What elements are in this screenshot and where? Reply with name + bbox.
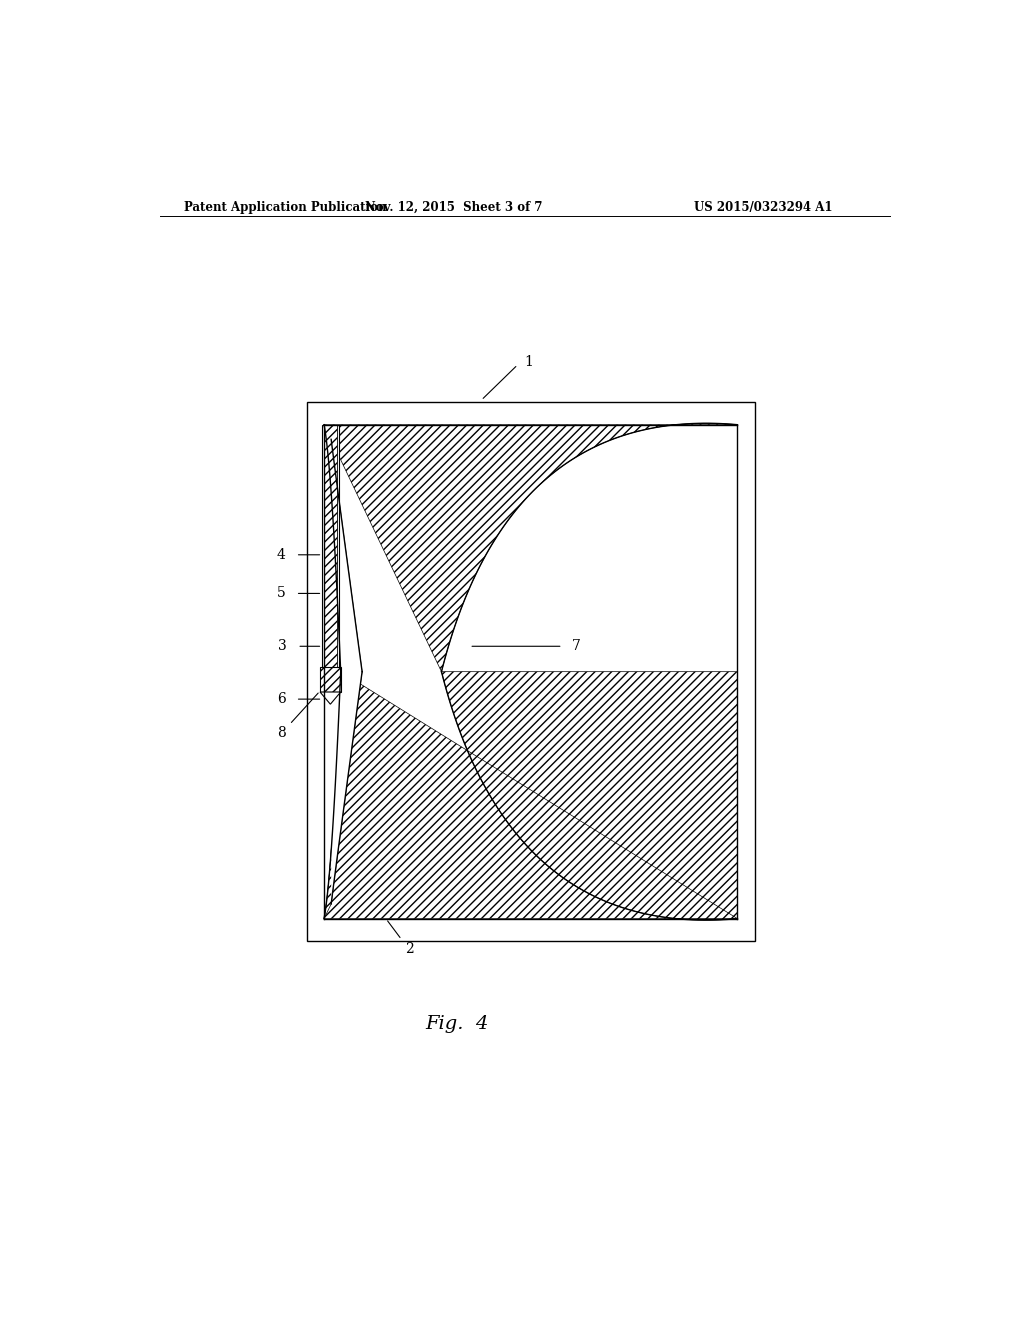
Bar [306, 403, 755, 941]
Bar [324, 425, 337, 667]
Polygon shape [324, 672, 737, 920]
Polygon shape [331, 440, 362, 904]
Text: 7: 7 [572, 639, 581, 653]
Polygon shape [324, 425, 362, 672]
Polygon shape [324, 424, 737, 672]
Text: 4: 4 [276, 548, 286, 562]
Bar [322, 425, 339, 667]
Text: US 2015/0323294 A1: US 2015/0323294 A1 [693, 201, 833, 214]
Text: Patent Application Publication: Patent Application Publication [183, 201, 386, 214]
Text: 8: 8 [276, 726, 286, 739]
Text: 3: 3 [279, 639, 287, 653]
Bar [321, 667, 341, 692]
Polygon shape [321, 692, 341, 704]
Text: Fig.  4: Fig. 4 [426, 1015, 489, 1034]
Text: 5: 5 [276, 586, 286, 601]
Text: 1: 1 [524, 355, 534, 368]
Text: Nov. 12, 2015  Sheet 3 of 7: Nov. 12, 2015 Sheet 3 of 7 [365, 201, 542, 214]
Text: 6: 6 [276, 692, 286, 706]
Polygon shape [324, 672, 362, 919]
Text: 2: 2 [406, 942, 414, 956]
